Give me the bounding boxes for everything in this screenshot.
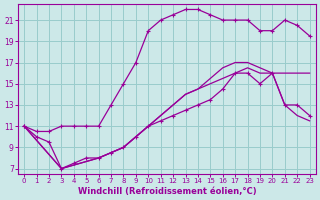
X-axis label: Windchill (Refroidissement éolien,°C): Windchill (Refroidissement éolien,°C) bbox=[77, 187, 256, 196]
